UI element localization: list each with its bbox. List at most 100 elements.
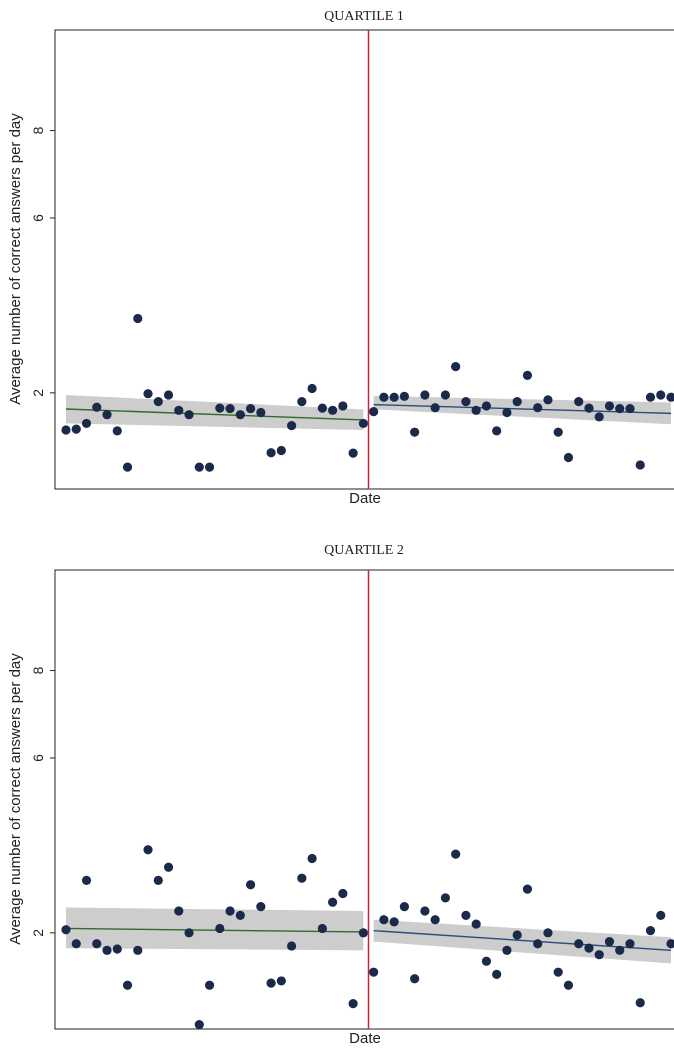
data-point [204, 462, 215, 472]
data-point [297, 873, 307, 883]
data-point [307, 853, 317, 864]
data-point [461, 910, 471, 920]
data-point [61, 425, 71, 435]
plot-frame [54, 569, 674, 1030]
data-point [615, 945, 625, 955]
data-point [102, 410, 112, 420]
fit-line-before [65, 927, 364, 933]
data-point [338, 401, 348, 411]
data-point [81, 418, 92, 429]
data-point [245, 880, 256, 890]
data-point [389, 392, 399, 402]
data-point [317, 923, 327, 934]
data-point [369, 407, 379, 417]
data-point [163, 390, 174, 400]
quartile-1-panel: QUARTILE 1 2 6 8 Date Average number of co… [7, 9, 674, 507]
data-point [604, 401, 615, 411]
data-point [112, 426, 122, 436]
data-point [420, 390, 430, 400]
data-point [143, 389, 153, 399]
data-point [133, 945, 143, 955]
data-point [286, 941, 297, 951]
data-point [645, 392, 656, 402]
y-tick-label: 6 [30, 754, 46, 762]
data-point [502, 945, 512, 955]
data-point [492, 969, 502, 979]
data-point [92, 939, 102, 949]
data-point [502, 407, 512, 418]
data-point [92, 402, 102, 412]
data-point [399, 391, 409, 401]
quartile-2-panel: QUARTILE 2 2 6 8 Date Average number of co… [7, 543, 674, 1047]
data-point [194, 1020, 204, 1030]
data-point [625, 939, 635, 949]
data-point [379, 915, 389, 925]
data-point [174, 405, 184, 415]
data-point [635, 460, 645, 470]
data-point [194, 462, 204, 472]
data-point [286, 421, 297, 431]
data-point [317, 403, 327, 413]
chart-title: QUARTILE 2 [324, 543, 404, 558]
ci-band-before [66, 395, 364, 430]
data-point [81, 875, 92, 885]
x-axis-label: Date [349, 1030, 381, 1047]
y-tick-label: 6 [30, 214, 46, 222]
data-point [348, 999, 358, 1009]
chart-title: QUARTILE 1 [324, 9, 404, 24]
data-point [656, 910, 666, 920]
data-point [276, 976, 286, 986]
data-point [174, 906, 184, 916]
data-point [533, 403, 543, 413]
data-point [471, 405, 481, 415]
data-point [522, 370, 533, 380]
data-point [553, 967, 563, 977]
data-point [358, 928, 368, 938]
y-axis-label: Average number of correct answers per da… [7, 113, 24, 405]
data-point [328, 405, 338, 415]
data-point [184, 410, 194, 420]
y-tick-label: 8 [30, 126, 46, 134]
data-point [481, 956, 492, 966]
data-point [512, 930, 522, 940]
data-point [440, 390, 451, 400]
data-point [307, 383, 317, 394]
data-point [153, 396, 163, 407]
data-point [635, 998, 645, 1008]
data-point [625, 403, 635, 414]
data-point [215, 923, 225, 934]
data-point [102, 945, 112, 955]
data-point [163, 862, 174, 872]
data-point [215, 403, 225, 413]
data-point [133, 313, 143, 324]
data-point [143, 845, 153, 855]
data-point [666, 939, 674, 949]
data-point [369, 967, 379, 977]
data-point [430, 403, 440, 413]
ci-band-before [66, 907, 364, 951]
data-point [594, 950, 604, 960]
data-point [235, 910, 245, 920]
data-point [574, 939, 584, 949]
data-point [481, 401, 492, 411]
data-point [430, 915, 440, 925]
data-point [574, 396, 584, 407]
data-point [563, 452, 574, 463]
data-point [328, 897, 338, 907]
data-point [61, 925, 71, 935]
data-point [522, 884, 533, 894]
data-point [256, 407, 266, 418]
data-point [358, 418, 368, 429]
data-point [297, 396, 307, 407]
y-axis-ticks: 2 6 8 [30, 126, 55, 397]
data-point [225, 906, 235, 916]
data-point [492, 426, 502, 436]
data-point [533, 939, 543, 949]
data-point [543, 395, 553, 405]
data-point [604, 936, 615, 947]
data-point [266, 978, 276, 988]
data-point [266, 448, 276, 458]
data-point [543, 928, 553, 938]
data-point [594, 412, 604, 422]
data-point [440, 893, 451, 903]
